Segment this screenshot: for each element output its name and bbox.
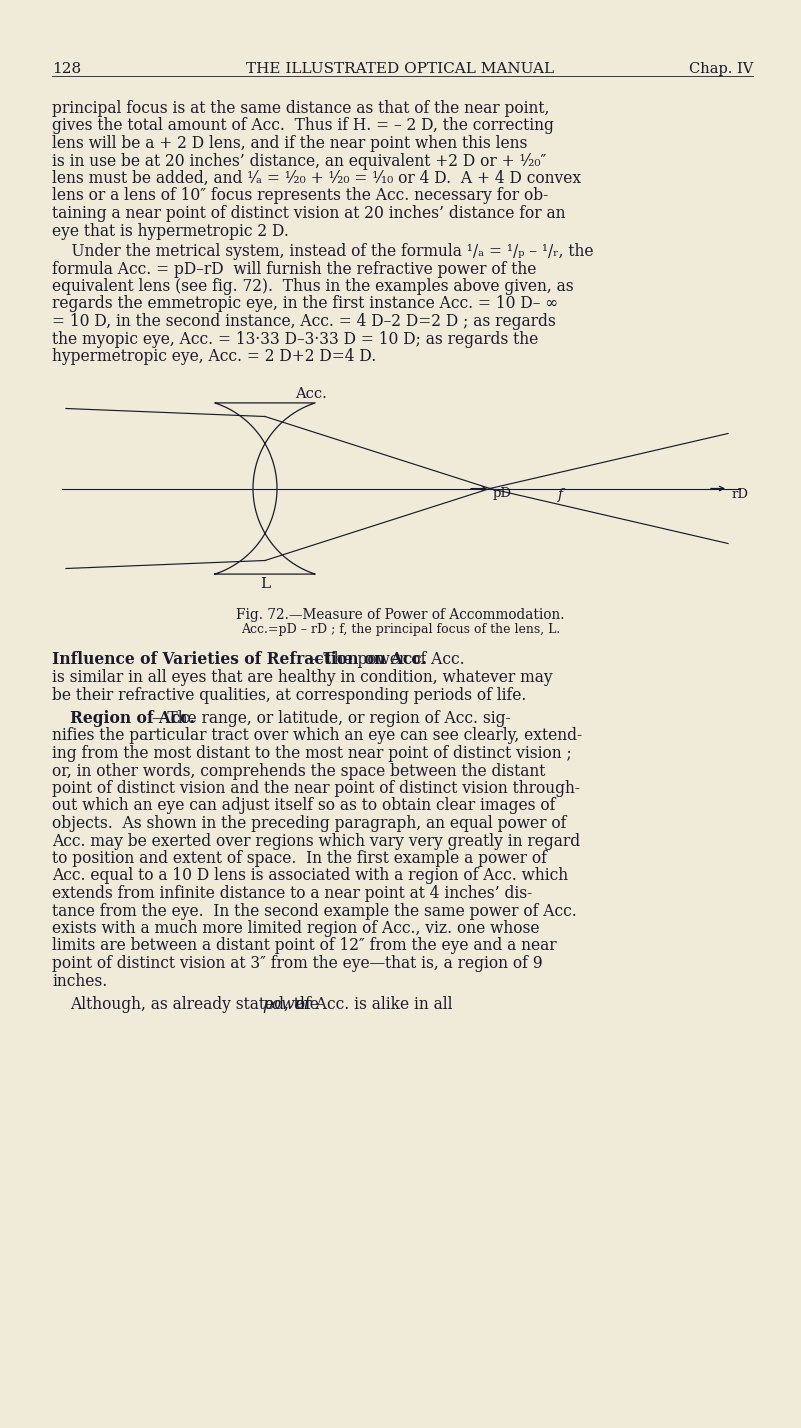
Text: principal focus is at the same distance as that of the near point,: principal focus is at the same distance …	[52, 100, 549, 117]
Text: THE ILLUSTRATED OPTICAL MANUAL: THE ILLUSTRATED OPTICAL MANUAL	[247, 61, 554, 76]
Text: inches.: inches.	[52, 972, 107, 990]
Text: Acc. equal to a 10 D lens is associated with a region of Acc. which: Acc. equal to a 10 D lens is associated …	[52, 867, 568, 884]
Text: Although, as already stated, the: Although, as already stated, the	[70, 995, 324, 1012]
Text: exists with a much more limited region of Acc., viz. one whose: exists with a much more limited region o…	[52, 920, 540, 937]
Text: Region of Acc.: Region of Acc.	[70, 710, 195, 727]
Text: Under the metrical system, instead of the formula ¹/ₐ = ¹/ₚ – ¹/ᵣ, the: Under the metrical system, instead of th…	[52, 243, 594, 260]
Text: ing from the most distant to the most near point of distinct vision ;: ing from the most distant to the most ne…	[52, 745, 572, 763]
Text: be their refractive qualities, at corresponding periods of life.: be their refractive qualities, at corres…	[52, 687, 526, 704]
Text: Chap. IV: Chap. IV	[689, 61, 753, 76]
Text: hypermetropic eye, Acc. = 2 D+2 D=4 D.: hypermetropic eye, Acc. = 2 D+2 D=4 D.	[52, 348, 376, 366]
Text: of Acc. is alike in all: of Acc. is alike in all	[292, 995, 453, 1012]
Text: the myopic eye, Acc. = 13·33 D–3·33 D = 10 D; as regards the: the myopic eye, Acc. = 13·33 D–3·33 D = …	[52, 330, 538, 347]
Text: objects.  As shown in the preceding paragraph, an equal power of: objects. As shown in the preceding parag…	[52, 815, 566, 833]
Text: L: L	[260, 577, 270, 591]
Text: out which an eye can adjust itself so as to obtain clear images of: out which an eye can adjust itself so as…	[52, 797, 555, 814]
Text: rD: rD	[732, 487, 749, 500]
Text: equivalent lens (see fig. 72).  Thus in the examples above given, as: equivalent lens (see fig. 72). Thus in t…	[52, 278, 574, 296]
Text: nifies the particular tract over which an eye can see clearly, extend-: nifies the particular tract over which a…	[52, 727, 582, 744]
Text: —The range, or latitude, or region of Acc. sig-: —The range, or latitude, or region of Ac…	[151, 710, 510, 727]
Text: 128: 128	[52, 61, 81, 76]
Text: extends from infinite distance to a near point at 4 inches’ dis-: extends from infinite distance to a near…	[52, 885, 532, 902]
Text: lens must be added, and ¹⁄ₐ = ¹⁄₂₀ + ¹⁄₂₀ = ¹⁄₁₀ or 4 D.  A + 4 D convex: lens must be added, and ¹⁄ₐ = ¹⁄₂₀ + ¹⁄₂…	[52, 170, 581, 187]
Text: point of distinct vision at 3″ from the eye—that is, a region of 9: point of distinct vision at 3″ from the …	[52, 955, 542, 972]
Text: Acc. may be exerted over regions which vary very greatly in regard: Acc. may be exerted over regions which v…	[52, 833, 580, 850]
Text: power: power	[262, 995, 312, 1012]
Text: Fig. 72.—Measure of Power of Accommodation.: Fig. 72.—Measure of Power of Accommodati…	[236, 608, 565, 623]
Text: —The power of Acc.: —The power of Acc.	[308, 651, 465, 668]
Text: is similar in all eyes that are healthy in condition, whatever may: is similar in all eyes that are healthy …	[52, 668, 553, 685]
Text: lens will be a + 2 D lens, and if the near point when this lens: lens will be a + 2 D lens, and if the ne…	[52, 136, 527, 151]
Text: to position and extent of space.  In the first example a power of: to position and extent of space. In the …	[52, 850, 547, 867]
Text: is in use be at 20 inches’ distance, an equivalent +2 D or + ¹⁄₂₀″: is in use be at 20 inches’ distance, an …	[52, 153, 546, 170]
Text: taining a near point of distinct vision at 20 inches’ distance for an: taining a near point of distinct vision …	[52, 206, 566, 221]
Text: Influence of Varieties of Refraction on Acc.: Influence of Varieties of Refraction on …	[52, 651, 427, 668]
Text: pD: pD	[493, 487, 512, 500]
Text: formula Acc. = pD–rD  will furnish the refractive power of the: formula Acc. = pD–rD will furnish the re…	[52, 260, 537, 277]
Text: f: f	[558, 487, 563, 501]
Text: eye that is hypermetropic 2 D.: eye that is hypermetropic 2 D.	[52, 223, 289, 240]
Text: tance from the eye.  In the second example the same power of Acc.: tance from the eye. In the second exampl…	[52, 902, 577, 920]
Text: = 10 D, in the second instance, Acc. = 4 D–2 D=2 D ; as regards: = 10 D, in the second instance, Acc. = 4…	[52, 313, 556, 330]
Text: gives the total amount of Acc.  Thus if H. = – 2 D, the correcting: gives the total amount of Acc. Thus if H…	[52, 117, 553, 134]
Text: Acc.: Acc.	[295, 387, 327, 401]
Text: or, in other words, comprehends the space between the distant: or, in other words, comprehends the spac…	[52, 763, 545, 780]
Text: limits are between a distant point of 12″ from the eye and a near: limits are between a distant point of 12…	[52, 938, 557, 954]
Text: regards the emmetropic eye, in the first instance Acc. = 10 D– ∞: regards the emmetropic eye, in the first…	[52, 296, 558, 313]
Text: Acc.=pD – rD ; f, the principal focus of the lens, L.: Acc.=pD – rD ; f, the principal focus of…	[241, 624, 560, 637]
Text: point of distinct vision and the near point of distinct vision through-: point of distinct vision and the near po…	[52, 780, 580, 797]
Text: lens or a lens of 10″ focus represents the Acc. necessary for ob-: lens or a lens of 10″ focus represents t…	[52, 187, 548, 204]
